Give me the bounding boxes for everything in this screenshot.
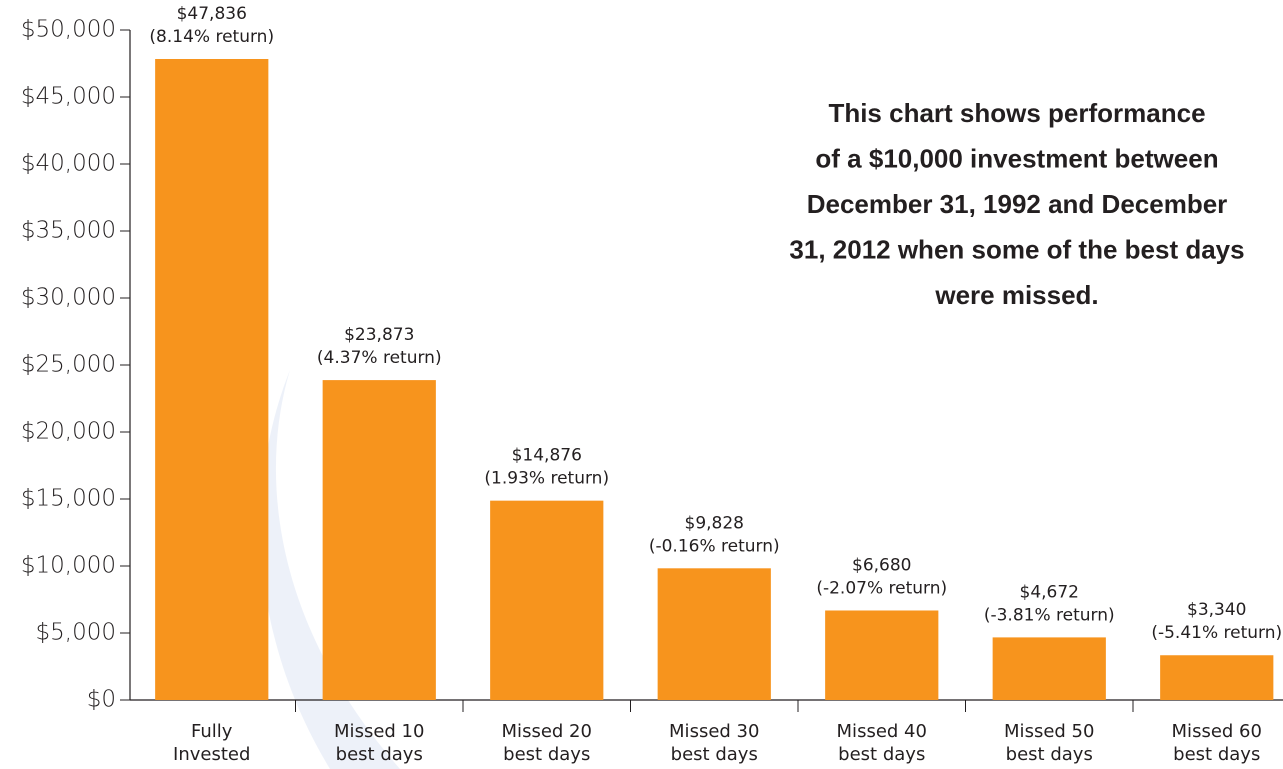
bar bbox=[825, 610, 939, 700]
return-label: (4.37% return) bbox=[317, 348, 442, 368]
value-label: $14,876 bbox=[512, 446, 582, 466]
x-tick-label: best days bbox=[671, 744, 758, 765]
bar bbox=[322, 380, 436, 700]
annotation: December 31, 1992 and December bbox=[807, 189, 1228, 219]
return-label: (8.14% return) bbox=[149, 27, 274, 47]
annotation: 31, 2012 when some of the best days bbox=[789, 234, 1244, 264]
value-label: $23,873 bbox=[344, 325, 414, 345]
decoration bbox=[260, 370, 400, 769]
y-tick-label: $5,000 bbox=[36, 620, 116, 646]
bar bbox=[490, 500, 604, 700]
return-label: (-5.41% return) bbox=[1151, 623, 1282, 643]
x-tick-label: best days bbox=[838, 744, 925, 765]
x-tick-label: Missed 20 bbox=[502, 721, 592, 742]
y-tick-label: $40,000 bbox=[21, 151, 116, 177]
x-tick-label: Invested bbox=[173, 744, 250, 765]
return-label: (-0.16% return) bbox=[649, 536, 780, 556]
x-tick-label: Missed 60 bbox=[1172, 721, 1262, 742]
y-tick-label: $50,000 bbox=[21, 17, 116, 43]
annotation: This chart shows performance bbox=[828, 98, 1205, 128]
return-label: (-3.81% return) bbox=[984, 605, 1115, 625]
y-tick-label: $20,000 bbox=[21, 419, 116, 445]
x-tick-label: best days bbox=[1173, 744, 1260, 765]
y-tick-label: $30,000 bbox=[21, 285, 116, 311]
y-tick-label: $10,000 bbox=[21, 553, 116, 579]
value-label: $47,836 bbox=[177, 4, 247, 24]
bar bbox=[657, 568, 771, 700]
value-label: $9,828 bbox=[685, 513, 744, 533]
y-tick-label: $25,000 bbox=[21, 352, 116, 378]
value-label: $3,340 bbox=[1187, 600, 1246, 620]
bar bbox=[155, 58, 269, 700]
annotation: were missed. bbox=[934, 280, 1098, 310]
x-tick-label: best days bbox=[336, 744, 423, 765]
return-label: (-2.07% return) bbox=[816, 578, 947, 598]
value-label: $6,680 bbox=[852, 555, 911, 575]
y-tick-label: $35,000 bbox=[21, 218, 116, 244]
x-tick-label: Missed 40 bbox=[837, 721, 927, 742]
return-label: (1.93% return) bbox=[484, 469, 609, 489]
x-tick-label: Missed 30 bbox=[669, 721, 759, 742]
x-tick-label: Fully bbox=[191, 721, 233, 742]
bar bbox=[992, 637, 1106, 700]
annotation: of a $10,000 investment between bbox=[815, 143, 1218, 173]
y-tick-label: $0 bbox=[87, 687, 116, 713]
bar bbox=[1160, 655, 1274, 700]
y-tick-label: $15,000 bbox=[21, 486, 116, 512]
x-tick-label: Missed 50 bbox=[1004, 721, 1094, 742]
x-tick-label: Missed 10 bbox=[334, 721, 424, 742]
value-label: $4,672 bbox=[1020, 582, 1079, 602]
x-tick-label: best days bbox=[503, 744, 590, 765]
y-tick-label: $45,000 bbox=[21, 84, 116, 110]
x-tick-label: best days bbox=[1006, 744, 1093, 765]
